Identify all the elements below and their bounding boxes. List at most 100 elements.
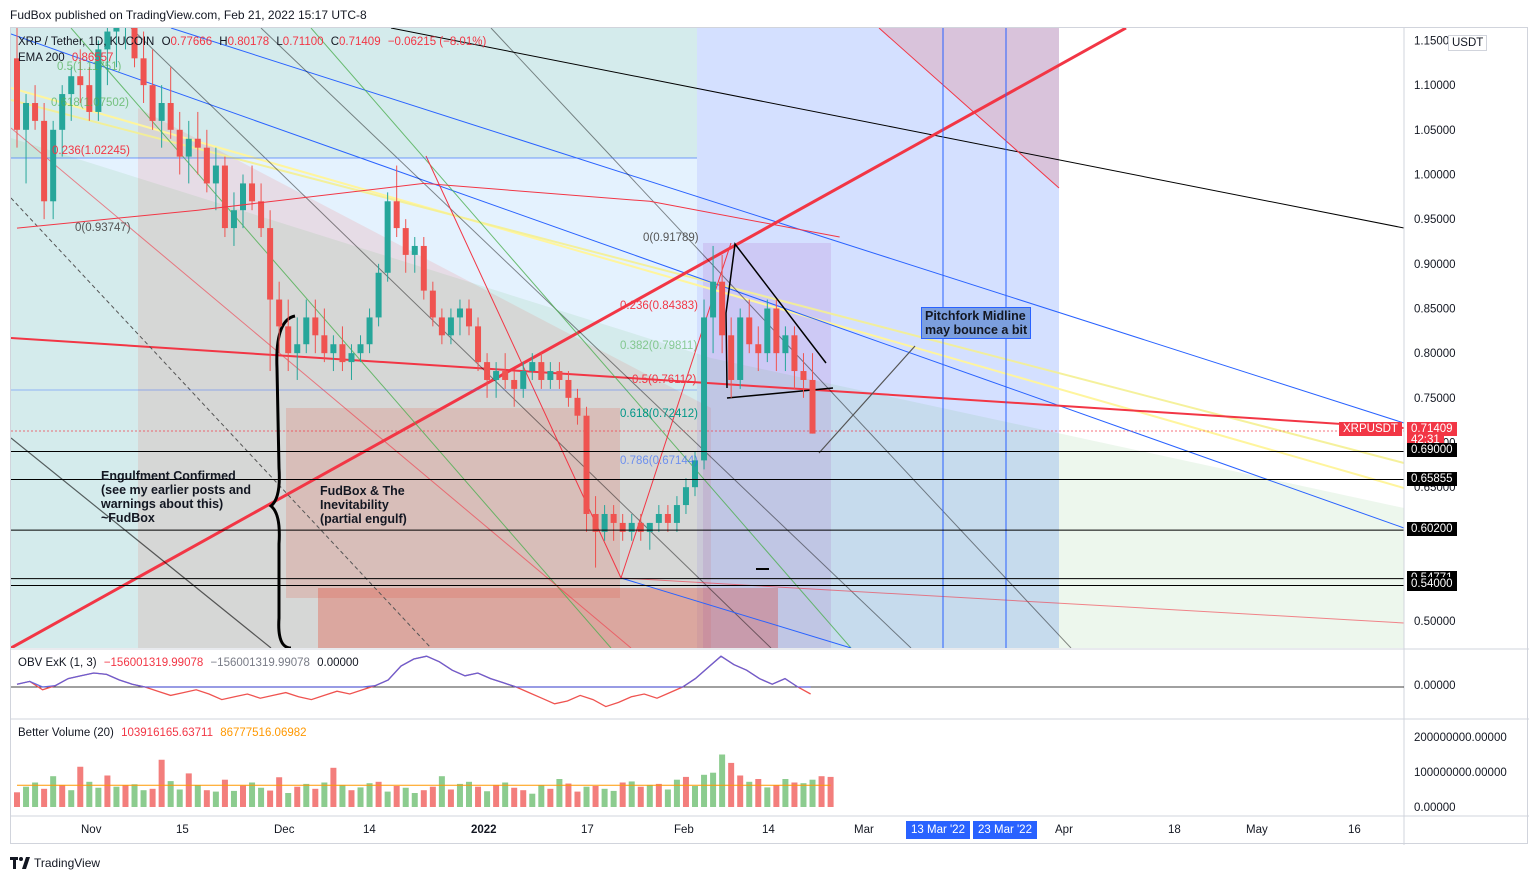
time-tick: 14 [762, 824, 775, 836]
currency-badge[interactable]: USDT [1448, 35, 1488, 51]
volume-bar [583, 786, 590, 807]
volume-bar [50, 776, 57, 807]
candle-body [466, 308, 472, 327]
volume-bar [673, 779, 680, 807]
fib-label: 0.236(0.84383) [620, 300, 699, 312]
volume-bar [357, 787, 364, 807]
annotation-line: warnings about this) [101, 497, 224, 511]
volume-bar [565, 783, 572, 807]
price-axis-tick: 1.15000 [1414, 35, 1456, 47]
candle-body [529, 362, 536, 372]
candle-body [475, 326, 482, 363]
candle-body [511, 379, 518, 389]
candle-body [682, 487, 689, 506]
candle-body [710, 281, 717, 318]
candle-body [77, 76, 84, 86]
candle-body [240, 183, 246, 211]
fib-label: 0(0.91789) [643, 232, 699, 244]
price-axis-tick: 0.50000 [1414, 616, 1456, 628]
fib-label: 0.618(0.72412) [620, 408, 699, 420]
candle-body [655, 513, 662, 523]
candle-body [456, 308, 463, 318]
price-axis-tick: 0.90000 [1414, 259, 1456, 271]
volume-axis-tick: 100000000.00000 [1414, 767, 1507, 779]
candle-body [520, 371, 527, 389]
low-value: 0.71100 [282, 36, 324, 48]
candle-body [484, 362, 491, 380]
volume-bar [511, 787, 518, 807]
candle-body [104, 31, 111, 50]
tradingview-footer[interactable]: TradingView [10, 856, 100, 870]
price-axis-tick: 1.00000 [1414, 169, 1456, 181]
symbol-legend[interactable]: XRP / Tether, 1D, KUCOIN O0.77666 H0.801… [18, 36, 490, 48]
candle-body [809, 379, 816, 434]
price-tag: XRPUSDT [1339, 421, 1402, 436]
annotation-line: ~FudBox [101, 511, 155, 525]
volume-bar [628, 781, 635, 807]
candle-body [800, 371, 807, 380]
obv-series [11, 655, 1404, 708]
ema-value: 0.86557 [71, 52, 114, 64]
volume-bar [86, 781, 93, 807]
candle-body [41, 120, 48, 202]
volume-bar [14, 792, 20, 807]
volume-bar [303, 783, 310, 807]
candle-body [420, 245, 427, 291]
candle-body [411, 245, 418, 255]
date-marker-badge[interactable]: 13 Mar '22 [906, 821, 970, 839]
fib-label: 0.786(0.67144) [620, 455, 699, 467]
candle-body [583, 415, 590, 514]
volume-legend[interactable]: Better Volume (20) 103916165.63711 86777… [18, 727, 311, 739]
volume-bar [529, 793, 536, 807]
time-tick: 2022 [471, 824, 497, 836]
volume-bar [692, 786, 698, 807]
volume-bar [538, 785, 545, 807]
volume-bar [113, 786, 120, 807]
date-marker-badge[interactable]: 23 Mar '22 [973, 821, 1037, 839]
price-axis-tick: 0.75000 [1414, 393, 1456, 405]
candle-body [637, 522, 644, 532]
volume-bar [619, 782, 626, 807]
volume-bar [466, 781, 472, 807]
volume-bar [32, 782, 39, 807]
volume-axis: 200000000.00000 100000000.00000 0.00000 [1414, 732, 1507, 814]
candle-body [601, 513, 608, 532]
volume-bar [95, 787, 102, 807]
open-value: 0.77666 [170, 36, 213, 48]
price-chart-svg[interactable]: 1.15000 1.10000 1.05000 1.00000 0.95000 0.900… [11, 28, 1529, 845]
price-axis-tick: 0.85000 [1414, 303, 1456, 315]
close-label: C [330, 36, 340, 48]
candle-body [556, 371, 563, 380]
volume-bar [773, 785, 780, 807]
candle-body [167, 103, 174, 130]
candle-body [447, 317, 454, 336]
volume-bar [104, 775, 111, 807]
price-axis[interactable]: 1.15000 1.10000 1.05000 1.00000 0.95000 0.900… [1414, 35, 1456, 628]
change-value: −0.06215 (−8.01%) [387, 36, 487, 48]
volume-bar [249, 782, 256, 807]
obv-title: OBV ExK (1, 3) [18, 657, 97, 669]
volume-bar [701, 774, 708, 807]
price-tag: 0.69000 [1407, 443, 1457, 458]
chart-frame[interactable]: 1.15000 1.10000 1.05000 1.00000 0.95000 0.900… [10, 27, 1529, 845]
volume-bar [655, 783, 662, 807]
publisher-line: FudBox published on TradingView.com, Feb… [10, 8, 367, 22]
candle-body [285, 326, 292, 354]
volume-bar [77, 766, 84, 807]
ema-line [16, 182, 840, 238]
obv-axis-tick: 0.00000 [1414, 680, 1456, 692]
ema-label: EMA 200 [18, 52, 65, 64]
annotation-line: Engulfment Confirmed [101, 469, 236, 483]
volume-value-2: 86777516.06982 [220, 727, 307, 739]
candle-body [574, 397, 581, 416]
price-tag: 0.71409 [1407, 421, 1457, 436]
fib-label: 0.618(1.07502) [51, 97, 130, 109]
fib-label: 0.382(0.79811) [620, 340, 698, 352]
volume-bar [176, 789, 183, 807]
obv-legend[interactable]: OBV ExK (1, 3) −156001319.99078 −1560013… [18, 657, 363, 669]
candle-body [348, 353, 355, 363]
candle-body [276, 299, 283, 327]
candle-body [728, 335, 735, 380]
annotation-line: (partial engulf) [320, 512, 407, 526]
ema-legend[interactable]: EMA 200 0.86557 [18, 52, 117, 64]
